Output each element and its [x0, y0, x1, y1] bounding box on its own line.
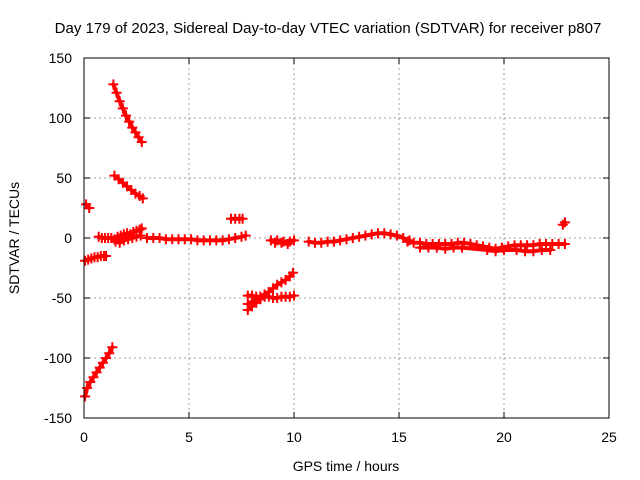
- data-point: [154, 233, 165, 243]
- data-point: [137, 193, 148, 204]
- data-point: [402, 236, 413, 247]
- data-point: [107, 342, 118, 353]
- data-point: [354, 231, 365, 242]
- series-arc-b: [109, 170, 148, 204]
- data-point: [303, 236, 314, 247]
- data-point: [511, 245, 522, 255]
- y-axis-label: SDTVAR / TECUs: [6, 182, 22, 294]
- data-point: [80, 391, 91, 402]
- data-point: [124, 116, 135, 127]
- data-point: [520, 246, 530, 257]
- x-tick-label: 0: [80, 429, 88, 445]
- data-point: [108, 79, 119, 90]
- series-arc-f: [93, 223, 147, 248]
- data-point: [347, 233, 358, 243]
- data-point: [114, 96, 125, 107]
- data-point: [545, 245, 556, 255]
- data-point: [415, 242, 425, 253]
- data-point: [135, 230, 146, 241]
- data-point: [366, 229, 377, 240]
- data-point: [440, 243, 451, 254]
- series-arc-h: [226, 213, 248, 224]
- series-arc-k: [242, 287, 274, 309]
- points-layer: [80, 79, 570, 402]
- x-axis-label: GPS time / hours: [293, 458, 400, 474]
- data-point: [341, 234, 352, 245]
- data-point: [186, 234, 197, 245]
- series-arc-p: [557, 217, 570, 230]
- y-tick-label: -50: [52, 290, 72, 306]
- x-tick-label: 10: [286, 429, 302, 445]
- series-arc-o: [415, 242, 556, 257]
- data-point: [84, 203, 95, 213]
- data-point: [559, 217, 570, 228]
- series-arc-l: [265, 235, 299, 249]
- data-point: [528, 246, 539, 257]
- data-point: [490, 246, 501, 257]
- data-point: [134, 224, 145, 235]
- data-point: [289, 290, 299, 301]
- data-point: [223, 234, 234, 245]
- data-point: [136, 223, 147, 234]
- y-tick-label: 100: [49, 110, 73, 126]
- y-tick-label: 0: [64, 230, 72, 246]
- y-tick-label: -100: [44, 350, 72, 366]
- data-point: [316, 237, 327, 248]
- data-point: [101, 251, 112, 261]
- series-arc-e: [80, 342, 118, 402]
- data-point: [391, 230, 402, 241]
- data-point: [559, 239, 570, 249]
- data-point: [111, 87, 122, 98]
- data-point: [121, 110, 131, 121]
- data-point: [237, 213, 248, 224]
- y-tick-label: -150: [44, 410, 72, 426]
- y-tick-label: 50: [56, 170, 72, 186]
- y-tick-label: 150: [49, 50, 73, 66]
- series-arc-g: [142, 230, 251, 246]
- data-point: [448, 242, 459, 253]
- data-point: [263, 287, 274, 297]
- data-point: [385, 229, 396, 240]
- data-point: [287, 267, 298, 278]
- tick-layer: [83, 57, 610, 419]
- data-point: [282, 239, 293, 249]
- x-tick-label: 20: [496, 429, 512, 445]
- data-point: [423, 242, 434, 253]
- data-point: [240, 230, 251, 241]
- data-point: [379, 228, 390, 239]
- series-arc-d: [80, 251, 112, 266]
- data-point: [328, 236, 339, 247]
- data-point: [335, 235, 346, 246]
- data-point: [499, 245, 509, 255]
- x-tick-label: 15: [391, 429, 407, 445]
- data-point: [136, 137, 147, 147]
- data-point: [230, 233, 241, 243]
- series-band: [111, 82, 144, 144]
- x-tick-label: 5: [185, 429, 193, 445]
- x-tick-label: 25: [601, 429, 617, 445]
- series-band: [83, 345, 115, 399]
- chart-title: Day 179 of 2023, Sidereal Day-to-day VTE…: [55, 20, 602, 37]
- tick-label-layer: 0 5 10 15 20 25 -150 -100 -50 0 50 100 150: [44, 50, 617, 445]
- data-point: [217, 235, 228, 246]
- data-point: [104, 348, 115, 359]
- data-point: [276, 237, 287, 248]
- series-arc-c: [81, 199, 95, 213]
- data-point: [457, 242, 467, 253]
- series-arc-a: [108, 79, 147, 147]
- data-point: [117, 103, 128, 114]
- data-point: [482, 245, 493, 255]
- data-point: [360, 230, 371, 241]
- data-point: [289, 235, 299, 246]
- data-point: [536, 245, 547, 255]
- data-point: [431, 242, 442, 253]
